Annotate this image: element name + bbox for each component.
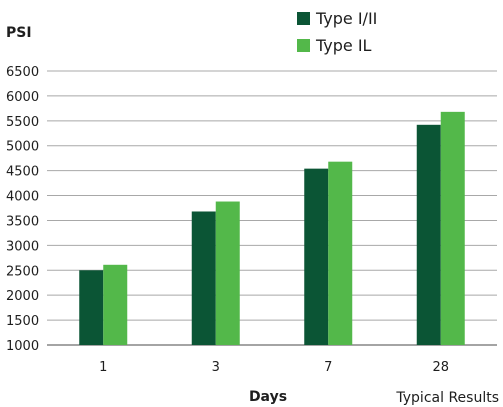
x-tick-label: 3 [212, 360, 220, 375]
bar-type-i-ii-day-7 [304, 168, 329, 345]
y-tick-label: 2000 [6, 289, 39, 304]
legend-swatch [297, 39, 310, 52]
y-tick-label: 5000 [6, 140, 39, 155]
bars [79, 111, 465, 345]
bar-type-il-day-7 [328, 161, 353, 345]
legend-swatch [297, 12, 310, 25]
footnote: Typical Results [395, 390, 499, 406]
bar-type-il-day-28 [440, 111, 465, 345]
x-tick-label: 28 [432, 360, 449, 375]
bar-type-i-ii-day-1 [79, 270, 104, 345]
bar-type-il-day-1 [103, 264, 128, 345]
y-tick-label: 1500 [6, 314, 39, 329]
x-axis-title: Days [249, 389, 287, 405]
y-axis-title: PSI [6, 25, 32, 41]
y-tick-labels: 1000 1500 2000 2500 3000 3500 4000 4500 5000 5500… [6, 65, 39, 354]
y-tick-label: 6500 [6, 65, 39, 80]
legend-label: Type I/II [315, 9, 377, 28]
y-tick-label: 3500 [6, 214, 39, 229]
y-tick-label: 3000 [6, 239, 39, 254]
x-tick-label: 7 [324, 360, 332, 375]
y-tick-label: 4500 [6, 165, 39, 180]
y-tick-label: 1000 [6, 339, 39, 354]
bar-type-il-day-3 [215, 201, 240, 345]
bar-type-i-ii-day-28 [416, 124, 441, 345]
y-tick-label: 5500 [6, 115, 39, 130]
y-tick-label: 2500 [6, 264, 39, 279]
x-tick-labels: 1 3 7 28 [99, 360, 449, 375]
legend-label: Type IL [315, 36, 372, 55]
y-tick-label: 6000 [6, 90, 39, 105]
legend: Type I/II Type IL [297, 9, 377, 55]
y-tick-label: 4000 [6, 190, 39, 205]
x-tick-label: 1 [99, 360, 107, 375]
bar-type-i-ii-day-3 [191, 211, 216, 345]
